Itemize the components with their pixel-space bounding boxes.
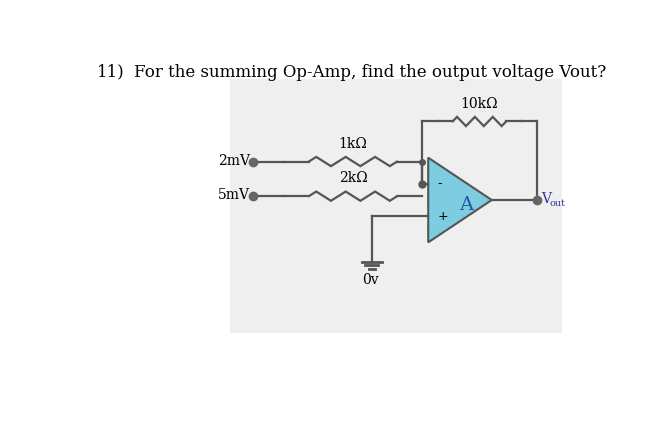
Text: +: + bbox=[437, 211, 448, 223]
Text: 5mV: 5mV bbox=[218, 188, 250, 203]
Text: For the summing Op-Amp, find the output voltage Vout?: For the summing Op-Amp, find the output … bbox=[133, 64, 606, 81]
Text: 2mV: 2mV bbox=[218, 154, 250, 168]
Text: -: - bbox=[437, 177, 442, 189]
Text: out: out bbox=[550, 199, 566, 208]
Text: A: A bbox=[459, 196, 473, 214]
Text: 1kΩ: 1kΩ bbox=[339, 137, 367, 151]
Text: 2kΩ: 2kΩ bbox=[339, 171, 367, 185]
Text: 0v: 0v bbox=[362, 273, 378, 287]
Text: 10kΩ: 10kΩ bbox=[461, 97, 498, 111]
Text: V: V bbox=[541, 192, 551, 206]
Text: 11): 11) bbox=[97, 64, 124, 81]
Polygon shape bbox=[428, 158, 492, 242]
FancyBboxPatch shape bbox=[230, 79, 562, 333]
